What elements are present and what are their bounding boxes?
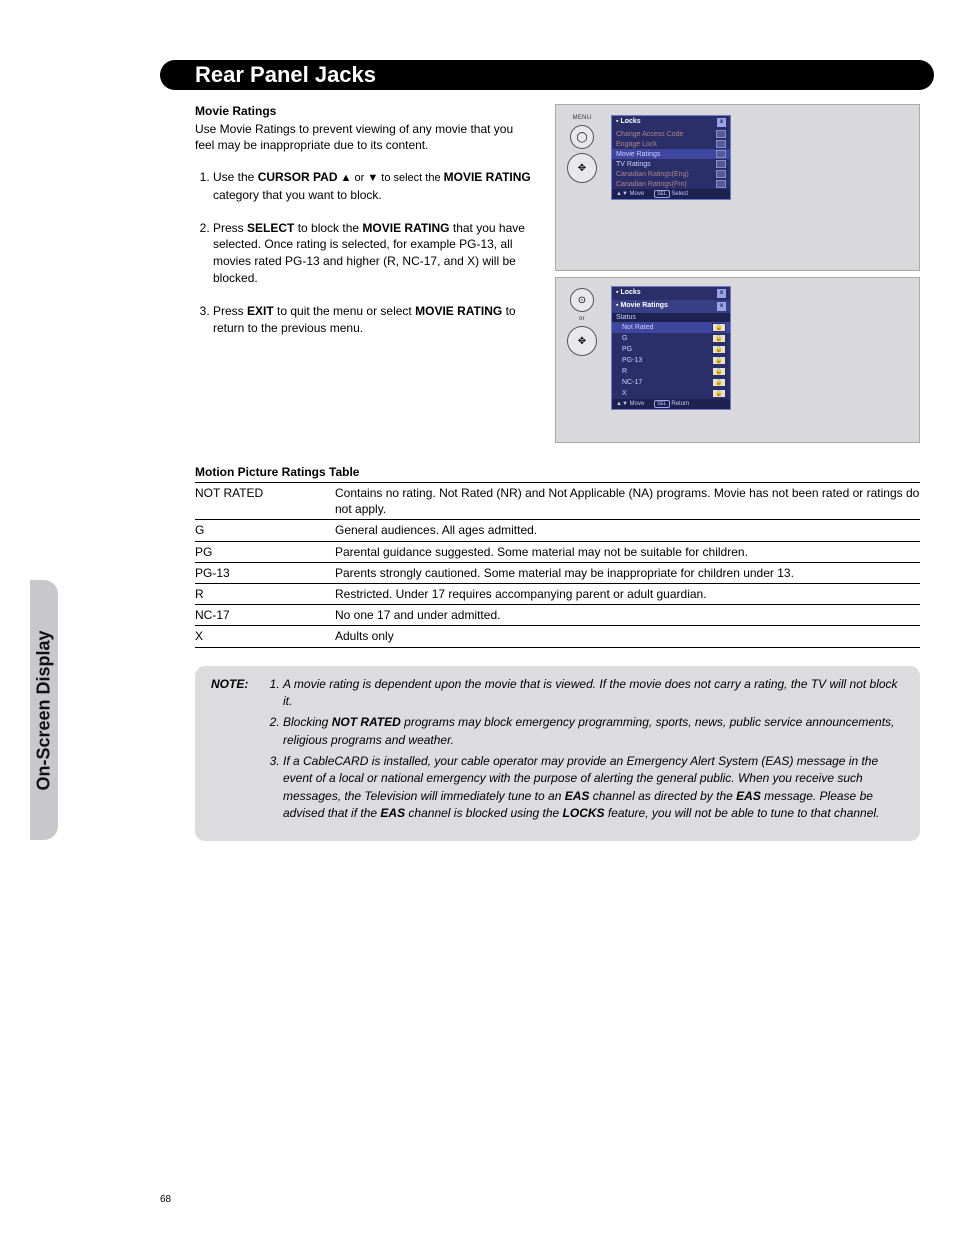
- t: EXIT: [247, 304, 274, 318]
- step-1: Use the CURSOR PAD ▲ or ▼ to select the …: [213, 169, 535, 203]
- note-label: NOTE:: [211, 676, 267, 827]
- note-1: A movie rating is dependent upon the mov…: [283, 676, 904, 711]
- movie-rating-item: X: [612, 388, 730, 399]
- locks-menu-item: Movie Ratings: [612, 149, 730, 159]
- table-row: RRestricted. Under 17 requires accompany…: [195, 583, 920, 604]
- t: category that you want to block.: [213, 188, 382, 202]
- t: EAS: [736, 789, 761, 803]
- table-row: NC-17No one 17 and under admitted.: [195, 605, 920, 626]
- movie-rating-item: PG: [612, 344, 730, 355]
- remote-icons-b: ⊙ or ✥: [562, 288, 602, 356]
- table-row: GGeneral audiences. All ages admitted.: [195, 520, 920, 541]
- or-label: or: [579, 316, 585, 322]
- table-row: PGParental guidance suggested. Some mate…: [195, 541, 920, 562]
- locks-menu-footer: ▲▼ Move SEL Select: [612, 189, 730, 199]
- locks-menu-item: Canadian Ratings(Eng): [612, 169, 730, 179]
- t: Use the: [213, 170, 258, 184]
- select-button-icon: ⊙: [570, 288, 594, 312]
- cursor-pad-icon: ✥: [567, 326, 597, 356]
- cursor-pad-icon: ✥: [567, 153, 597, 183]
- movie-ratings-footer: ▲▼ Move SEL Return: [612, 399, 730, 409]
- t: to block the: [294, 221, 362, 235]
- t: CURSOR PAD: [258, 170, 338, 184]
- table-row: NOT RATEDContains no rating. Not Rated (…: [195, 483, 920, 520]
- t: Locks: [620, 289, 640, 296]
- side-tab: On-Screen Display: [30, 580, 58, 840]
- close-icon: x: [717, 302, 726, 311]
- t: channel is blocked using the: [405, 806, 562, 820]
- remote-icons-a: MENU ◯ ✥: [562, 115, 602, 183]
- note-3: If a CableCARD is installed, your cable …: [283, 753, 904, 823]
- t: NOT RATED: [332, 715, 401, 729]
- t: Blocking: [283, 715, 332, 729]
- note-2: Blocking NOT RATED programs may block em…: [283, 714, 904, 749]
- t: LOCKS: [563, 806, 605, 820]
- movie-rating-item: G: [612, 333, 730, 344]
- t: Select: [671, 191, 688, 197]
- movie-ratings-intro: Use Movie Ratings to prevent viewing of …: [195, 121, 535, 153]
- locks-menu-item: TV Ratings: [612, 159, 730, 169]
- t: A movie rating is dependent upon the mov…: [283, 677, 898, 708]
- t: feature, you will not be able to tune to…: [605, 806, 880, 820]
- t: Move: [630, 191, 645, 197]
- t: MOVIE RATING: [444, 170, 531, 184]
- movie-ratings-steps: Use the CURSOR PAD ▲ or ▼ to select the …: [213, 169, 535, 336]
- locks-menu-item: Engage Lock: [612, 139, 730, 149]
- table-row: XAdults only: [195, 626, 920, 647]
- close-icon: x: [717, 289, 726, 298]
- osd-locks-menu-box: MENU ◯ ✥ ▪ Locksx Change Access CodeEnga…: [555, 104, 920, 271]
- t: to quit the menu or select: [274, 304, 415, 318]
- movie-ratings-title-1: ▪ Locksx: [612, 287, 730, 300]
- locks-menu-item: Canadian Ratings(Frn): [612, 179, 730, 189]
- step-2: Press SELECT to block the MOVIE RATING t…: [213, 220, 535, 287]
- page-number: 68: [160, 1194, 171, 1205]
- locks-menu-item: Change Access Code: [612, 129, 730, 139]
- locks-menu-panel: ▪ Locksx Change Access CodeEngage LockMo…: [611, 115, 731, 200]
- movie-rating-item: Not Rated: [612, 322, 730, 333]
- t: EAS: [565, 789, 590, 803]
- close-icon: x: [717, 118, 726, 127]
- movie-rating-item: PG-13: [612, 355, 730, 366]
- page-title-bar: Rear Panel Jacks: [160, 60, 934, 90]
- movie-rating-item: R: [612, 366, 730, 377]
- t: Press: [213, 221, 247, 235]
- table-row: PG-13Parents strongly cautioned. Some ma…: [195, 562, 920, 583]
- t: MOVIE RATING: [415, 304, 502, 318]
- movie-rating-item: NC-17: [612, 377, 730, 388]
- movie-ratings-title-2: ▪ Movie Ratingsx: [612, 300, 730, 313]
- t: Locks: [620, 118, 640, 125]
- ratings-table: NOT RATEDContains no rating. Not Rated (…: [195, 482, 920, 648]
- t: SEL: [654, 190, 669, 198]
- locks-menu-title: ▪ Locksx: [612, 116, 730, 129]
- t: Press: [213, 304, 247, 318]
- movie-ratings-panel: ▪ Locksx ▪ Movie Ratingsx Status Not Rat…: [611, 286, 731, 410]
- osd-movie-ratings-box: ⊙ or ✥ ▪ Locksx ▪ Movie Ratingsx Status …: [555, 277, 920, 443]
- menu-button-label: MENU: [573, 115, 592, 121]
- note-box: NOTE: A movie rating is dependent upon t…: [195, 666, 920, 841]
- t: Return: [671, 401, 689, 407]
- t: Movie Ratings: [620, 302, 667, 309]
- status-header-row: Status: [612, 313, 730, 322]
- t: Status: [616, 314, 636, 321]
- t: ▲ or ▼ to select the: [337, 172, 443, 184]
- t: MOVIE RATING: [362, 221, 449, 235]
- t: SELECT: [247, 221, 294, 235]
- ratings-table-heading: Motion Picture Ratings Table: [195, 465, 920, 479]
- page-title: Rear Panel Jacks: [195, 62, 376, 88]
- menu-button-icon: ◯: [570, 125, 594, 149]
- side-tab-label: On-Screen Display: [34, 630, 55, 790]
- step-3: Press EXIT to quit the menu or select MO…: [213, 303, 535, 337]
- t: SEL: [654, 400, 669, 408]
- t: EAS: [380, 806, 405, 820]
- t: channel as directed by the: [589, 789, 736, 803]
- t: Move: [630, 401, 645, 407]
- section-heading-movie-ratings: Movie Ratings: [195, 104, 535, 118]
